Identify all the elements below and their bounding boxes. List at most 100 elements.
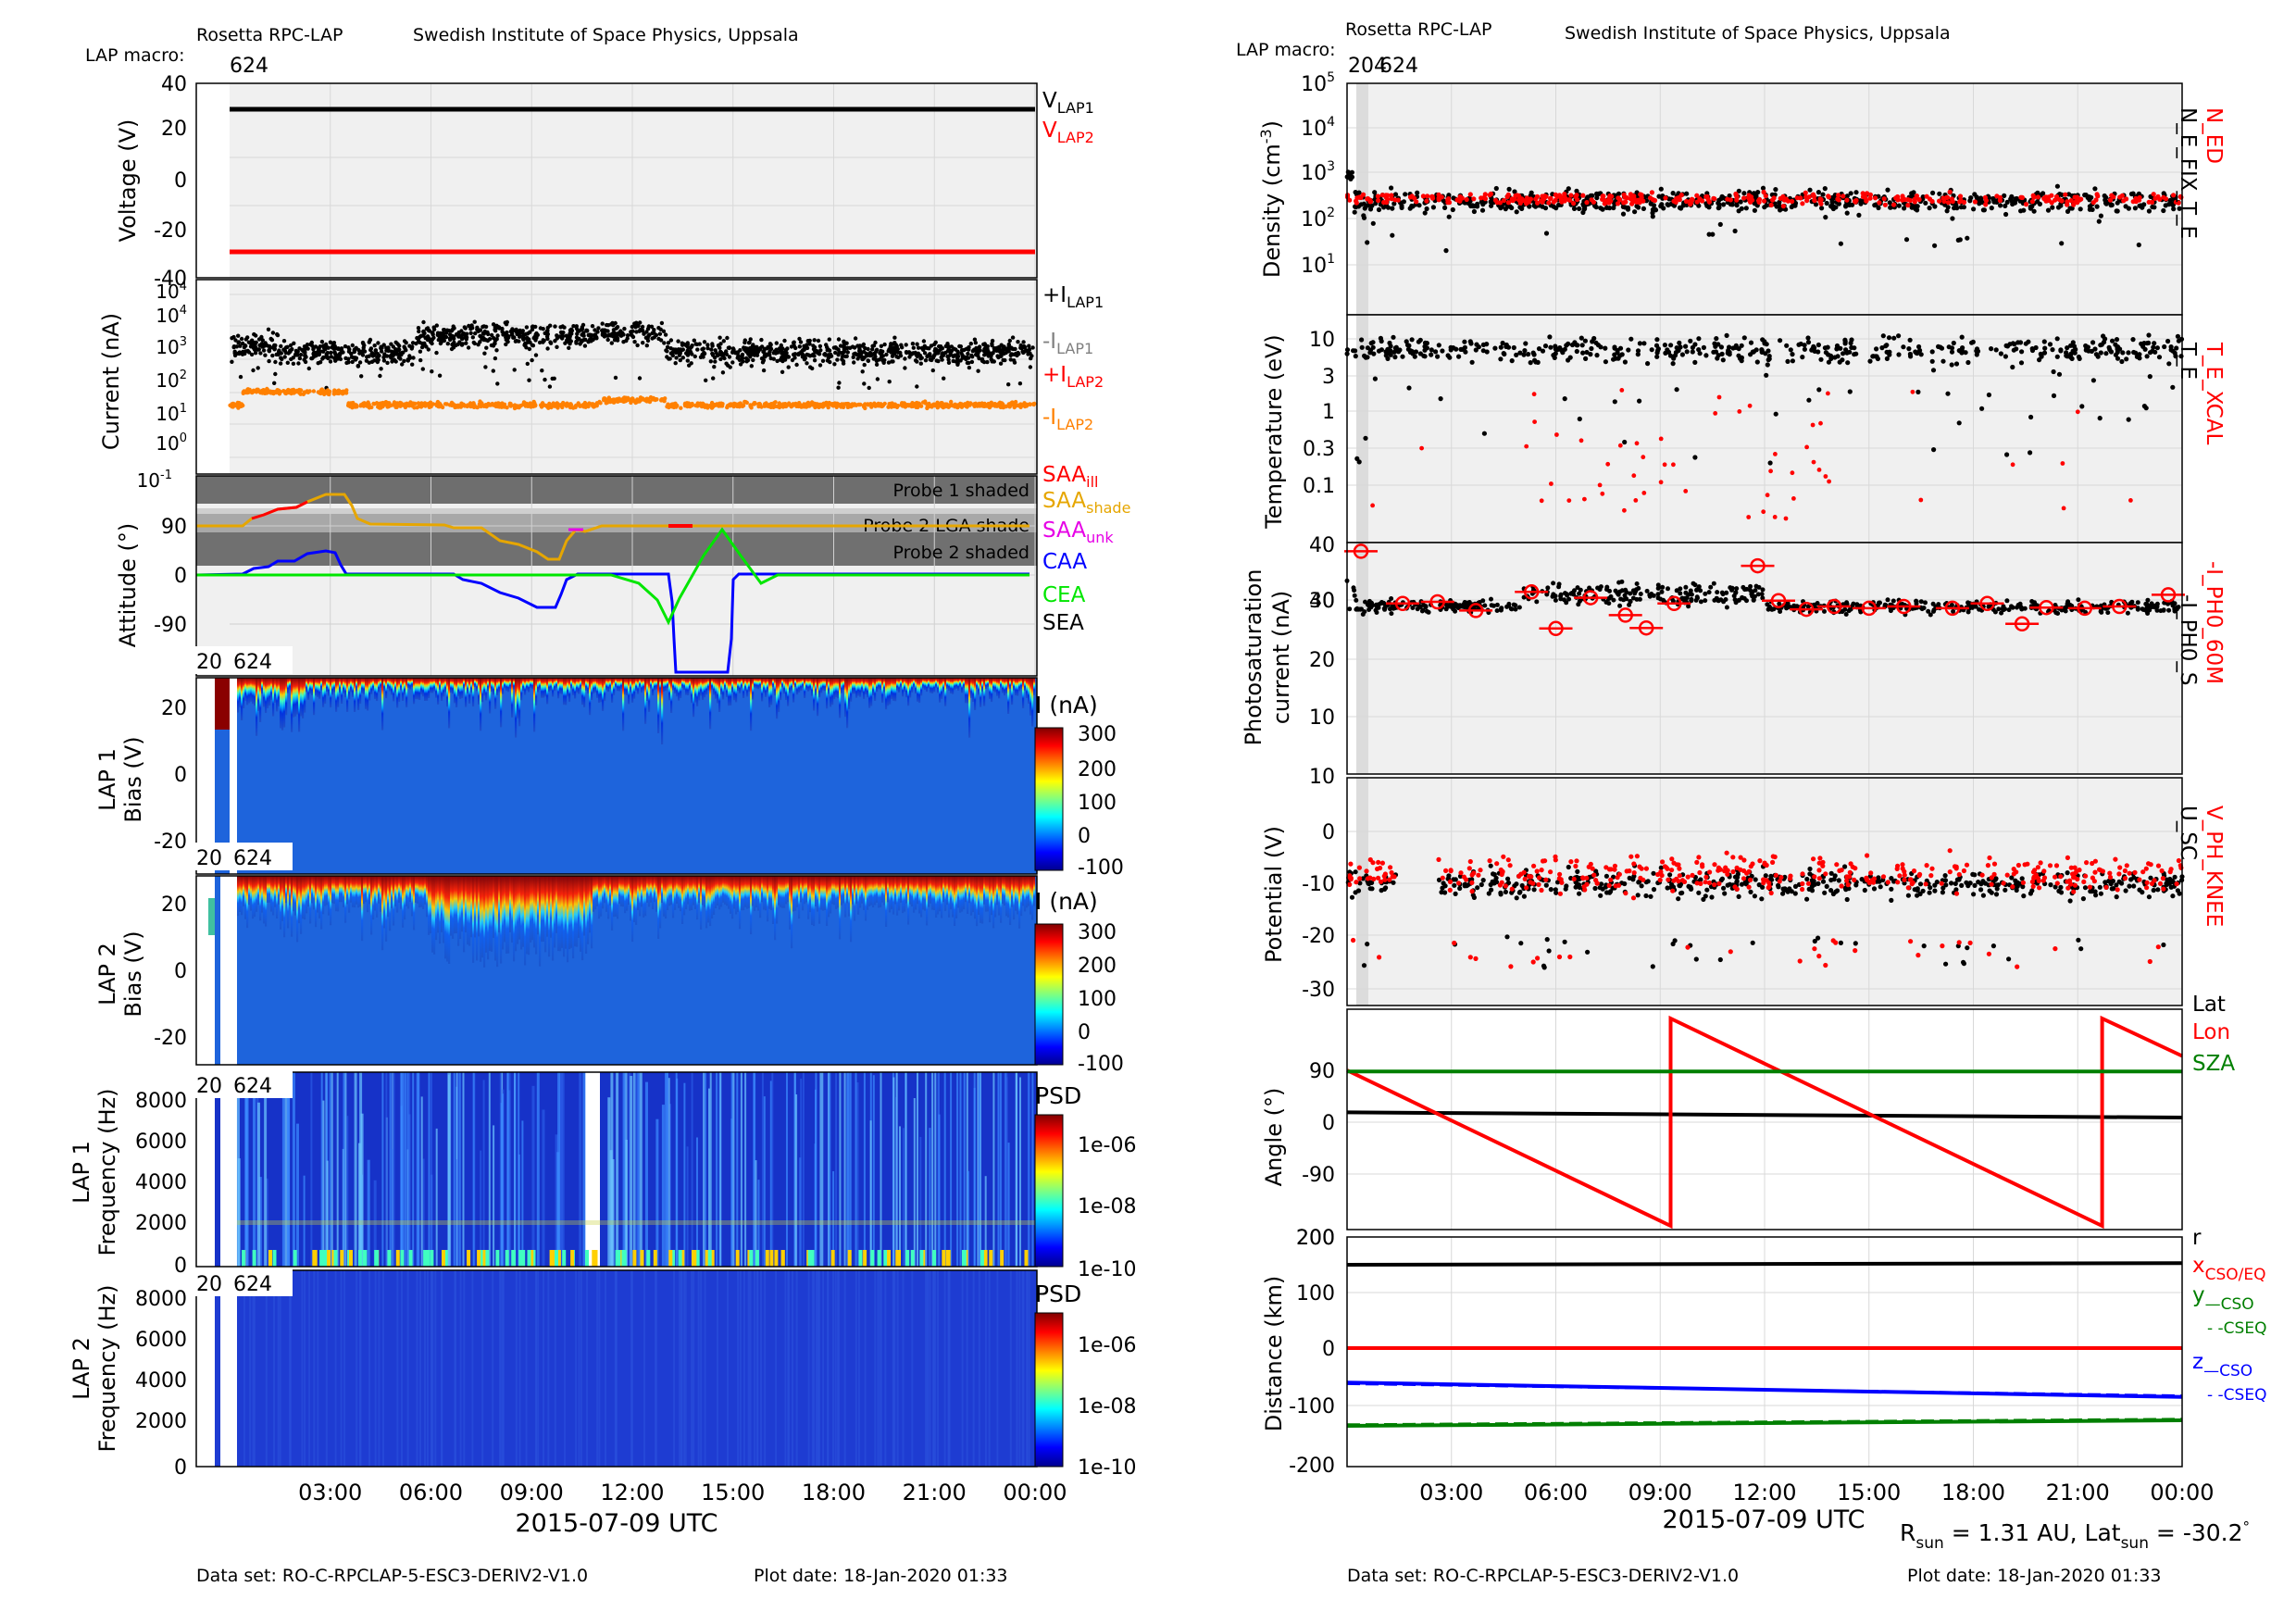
psd-streak: [943, 1072, 946, 1267]
current-point: [558, 330, 564, 335]
psd-streak: [405, 1072, 407, 1267]
psd-streak: [775, 1270, 778, 1467]
spectro-column: [968, 678, 971, 738]
psd-streak: [838, 1270, 841, 1467]
current-point: [668, 351, 674, 356]
psd-streak: [864, 1270, 867, 1467]
spectro-column: [363, 876, 366, 905]
spectro-column: [698, 678, 701, 701]
spectro-column: [298, 876, 301, 924]
current-point: [279, 356, 283, 360]
spectro-column: [463, 678, 466, 689]
current-point: [566, 335, 570, 341]
density-point: [1764, 203, 1769, 208]
current-point: [786, 355, 792, 359]
psd-streak: [630, 1076, 633, 1267]
psd-streak: [419, 1270, 421, 1467]
spectro-column: [578, 678, 580, 694]
current-point: [855, 356, 860, 361]
current-point: [785, 346, 790, 351]
psd-streak: [913, 1098, 916, 1267]
psd-streak: [442, 1250, 445, 1267]
current-point: [705, 346, 710, 351]
current-point: [302, 391, 307, 395]
spectro-column: [824, 678, 827, 692]
current-point: [748, 403, 753, 407]
psd-streak: [691, 1072, 693, 1267]
density-point: [1903, 237, 1910, 243]
current-point: [622, 326, 627, 331]
density-point: [1403, 192, 1408, 197]
current-point: [246, 340, 252, 344]
psd-streak: [631, 1270, 634, 1467]
psd-streak: [843, 1270, 846, 1467]
current-point: [870, 403, 875, 407]
psd-streak: [279, 1270, 281, 1467]
density-point: [2130, 191, 2136, 196]
spectro-column: [957, 876, 960, 908]
psd-streak: [931, 1072, 934, 1267]
spectro-column: [615, 876, 618, 917]
psd-streak: [992, 1072, 995, 1267]
current-point: [545, 336, 550, 342]
density-point: [1471, 208, 1477, 215]
spectro-column: [354, 876, 356, 908]
spectro-column: [731, 876, 734, 919]
current-point: [1027, 344, 1031, 348]
psd-streak: [834, 1270, 837, 1467]
spectro-column: [263, 678, 266, 707]
psd-streak: [506, 1072, 509, 1267]
psd-streak: [424, 1270, 426, 1467]
psd-streak: [312, 1250, 317, 1267]
spectro-column: [918, 678, 921, 704]
current-point: [530, 324, 535, 329]
current-point: [484, 345, 489, 350]
psd-streak: [322, 1250, 326, 1267]
spectro-column: [867, 876, 869, 910]
psd-streak: [308, 1270, 311, 1467]
current-point: [426, 401, 430, 406]
current-point: [427, 329, 432, 333]
current-point: [239, 403, 243, 408]
current-point: [600, 328, 605, 333]
lap2-bias-unit: Bias (V): [120, 931, 146, 1017]
att-tick: 0: [174, 565, 187, 588]
spectro-column: [905, 876, 908, 904]
spectro-column: [593, 876, 595, 912]
spectro-column: [437, 876, 440, 933]
spectro-column: [354, 678, 356, 712]
density-point: [2150, 204, 2155, 210]
spectro-column: [294, 678, 297, 717]
current-point: [470, 326, 475, 331]
current-point: [512, 335, 517, 340]
current-point: [702, 340, 707, 344]
current-point: [960, 356, 965, 360]
current-point: [230, 359, 234, 364]
spectro-column: [802, 678, 805, 688]
current-point: [644, 344, 649, 348]
spectro-column: [593, 678, 595, 693]
current-point: [232, 349, 237, 354]
spectro-column: [917, 678, 919, 702]
spectro-column: [402, 678, 405, 701]
spectro-column: [704, 876, 706, 907]
spectro-column: [268, 876, 271, 903]
spectro-column: [652, 876, 655, 909]
attitude-ylabel: Attitude (°): [115, 523, 141, 647]
current-point: [740, 354, 744, 359]
spectro-column: [485, 876, 488, 953]
psd-streak: [387, 1250, 392, 1267]
spectro-column: [483, 678, 486, 696]
psd-streak: [727, 1270, 729, 1467]
current-point: [948, 403, 954, 407]
spectro-column: [424, 876, 427, 905]
current-point: [238, 374, 243, 380]
density-point: [2161, 207, 2166, 214]
spectro-column: [365, 678, 368, 709]
density-point: [1493, 185, 1499, 192]
current-point: [306, 366, 311, 371]
spectro-column: [309, 678, 312, 694]
spectro-column: [683, 876, 686, 916]
psd-streak: [716, 1072, 718, 1267]
current-point: [805, 339, 810, 344]
